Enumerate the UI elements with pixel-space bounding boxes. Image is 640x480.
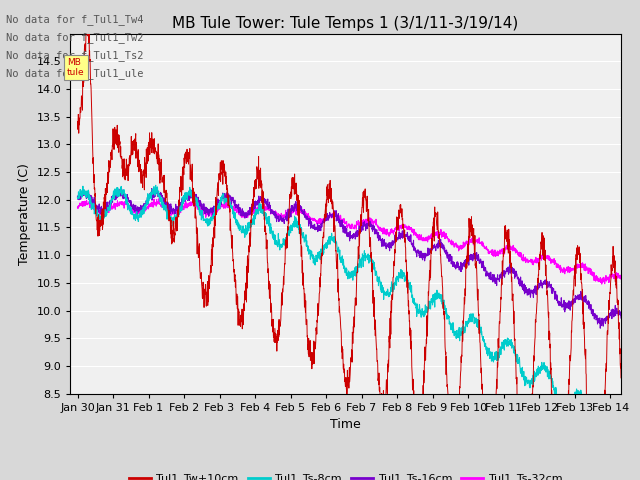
Tul1_Ts-32cm (396, 224, 404, 230)
Tul1_Ts-32cm (637, 291, 640, 297)
Tul1_Ts-16cm (396, 231, 404, 237)
Title: MB Tule Tower: Tule Temps 1 (3/1/11-3/19/14): MB Tule Tower: Tule Temps 1 (3/1/11-3/19… (172, 16, 519, 31)
Tul1_Tw+10cm (84, 10, 92, 16)
Text: MB
tule: MB tule (67, 58, 85, 77)
Text: No data for f_Tul1_Tw2: No data for f_Tul1_Tw2 (6, 32, 144, 43)
Tul1_Ts-32cm (74, 204, 81, 210)
Line: Tul1_Tw+10cm: Tul1_Tw+10cm (77, 13, 640, 480)
Tul1_Tw+10cm (634, 463, 640, 468)
Tul1_Ts-32cm (155, 196, 163, 202)
Tul1_Ts-8cm (131, 216, 138, 221)
Tul1_Ts-8cm (253, 211, 261, 216)
Tul1_Ts-16cm (634, 333, 640, 338)
Line: Tul1_Ts-16cm: Tul1_Ts-16cm (77, 189, 640, 340)
Text: No data for f_Tul1_ule: No data for f_Tul1_ule (6, 68, 144, 79)
Text: No data for f_Tul1_Tw4: No data for f_Tul1_Tw4 (6, 13, 144, 24)
Tul1_Ts-16cm (148, 186, 156, 192)
Tul1_Tw+10cm (533, 300, 541, 306)
Tul1_Ts-32cm (253, 207, 261, 213)
Tul1_Ts-16cm (533, 284, 541, 290)
Tul1_Ts-16cm (74, 194, 81, 200)
Tul1_Ts-8cm (634, 467, 640, 472)
Tul1_Ts-32cm (533, 260, 541, 266)
Tul1_Ts-8cm (636, 468, 640, 473)
X-axis label: Time: Time (330, 418, 361, 431)
Tul1_Ts-8cm (152, 182, 159, 188)
Tul1_Tw+10cm (253, 166, 261, 172)
Tul1_Ts-16cm (131, 203, 138, 208)
Tul1_Ts-8cm (533, 370, 541, 375)
Legend: Tul1_Tw+10cm, Tul1_Ts-8cm, Tul1_Ts-16cm, Tul1_Ts-32cm: Tul1_Tw+10cm, Tul1_Ts-8cm, Tul1_Ts-16cm,… (124, 469, 567, 480)
Line: Tul1_Ts-32cm: Tul1_Ts-32cm (77, 199, 640, 294)
Tul1_Tw+10cm (565, 376, 573, 382)
Y-axis label: Temperature (C): Temperature (C) (18, 163, 31, 264)
Tul1_Ts-32cm (634, 287, 640, 293)
Line: Tul1_Ts-8cm: Tul1_Ts-8cm (77, 185, 640, 470)
Tul1_Tw+10cm (74, 119, 81, 124)
Tul1_Ts-8cm (396, 271, 404, 276)
Tul1_Tw+10cm (396, 209, 404, 215)
Tul1_Ts-16cm (634, 337, 640, 343)
Tul1_Tw+10cm (131, 142, 138, 147)
Tul1_Ts-32cm (565, 264, 573, 270)
Tul1_Ts-32cm (131, 208, 138, 214)
Text: No data for f_Tul1_Ts2: No data for f_Tul1_Ts2 (6, 50, 144, 61)
Tul1_Ts-8cm (74, 194, 81, 200)
Tul1_Ts-16cm (565, 298, 573, 304)
Tul1_Ts-8cm (565, 400, 573, 406)
Tul1_Ts-16cm (253, 202, 261, 208)
